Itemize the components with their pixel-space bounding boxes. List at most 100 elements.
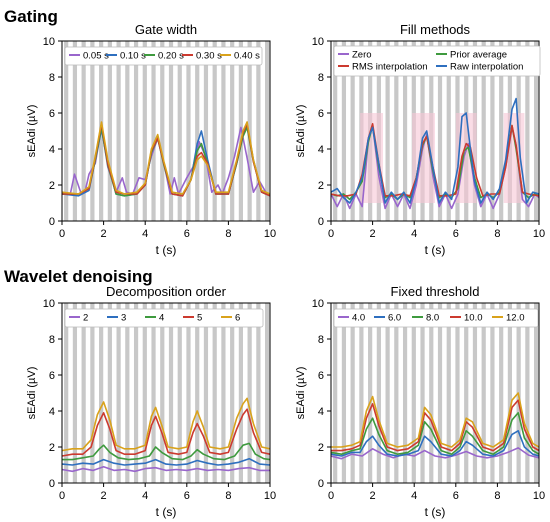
gating-stripe: [333, 303, 338, 483]
legend-label: 0.30 s: [196, 51, 222, 62]
legend-item: 10.0: [450, 313, 483, 324]
series-line-4: [331, 97, 539, 204]
gating-stripes: [64, 41, 270, 221]
x-tick-label: 6: [453, 490, 459, 502]
gating-stripe: [350, 41, 355, 221]
gating-stripe: [212, 41, 217, 221]
x-tick-label: 10: [533, 490, 545, 502]
gating-stripe: [72, 41, 78, 221]
series-line-4: [331, 399, 539, 452]
plot-frame: [61, 302, 271, 484]
x-tick-label: 4: [142, 228, 148, 240]
y-tick-label: 6: [318, 370, 324, 382]
x-axis-label: t (s): [425, 243, 446, 257]
y-tick-label: 0: [318, 478, 324, 490]
gating-stripe: [72, 303, 78, 483]
gating-stripe: [81, 41, 86, 221]
gating-stripe: [203, 41, 209, 221]
legend-item: RMS interpolation: [338, 62, 428, 73]
series-line-1: [331, 447, 539, 460]
gating-stripe: [420, 303, 425, 483]
gating-stripe: [368, 303, 373, 483]
x-tick-label: 8: [225, 228, 231, 240]
gating-stripe: [333, 41, 338, 221]
gating-stripe: [394, 303, 399, 483]
legend-label: 0.20 s: [158, 51, 184, 62]
gating-stripe: [99, 303, 104, 483]
gating-stripe: [195, 303, 200, 483]
gating-stripe: [472, 303, 478, 483]
y-tick-label: 4: [49, 406, 55, 418]
legend-label: 2: [83, 313, 88, 324]
legend: 0.05 s 0.10 s 0.20 s 0.30 s 0.40 s: [64, 46, 263, 66]
legend-box: [333, 45, 541, 77]
x-tick-label: 4: [411, 228, 417, 240]
gating-stripe: [385, 303, 390, 483]
legend-label: Prior average: [450, 50, 507, 61]
legend: 4.0 6.0 8.0 10.0 12.0: [333, 308, 539, 328]
y-tick-label: 4: [49, 144, 55, 156]
y-tick-label: 2: [49, 442, 55, 454]
gating-stripe: [490, 41, 495, 221]
gating-stripe: [534, 41, 539, 221]
legend-box: [64, 308, 264, 328]
gating-stripe: [177, 303, 182, 483]
y-tick-label: 8: [318, 334, 324, 346]
breath-band: [360, 113, 383, 203]
plot-frame: [61, 40, 271, 222]
gating-stripe: [385, 41, 390, 221]
legend-item: 6.0: [374, 313, 401, 324]
legend-label: 8.0: [426, 313, 439, 324]
section-title-wavelet: Wavelet denoising: [4, 267, 153, 286]
legend-label: 4.0: [352, 313, 365, 324]
legend-label: 12.0: [506, 313, 525, 324]
legend-item: 0.10 s: [106, 51, 146, 62]
legend: Zero Prior average RMS interpolation Raw in…: [333, 45, 541, 77]
y-axis-label: sEAdi (µV): [26, 367, 38, 420]
gating-stripe: [256, 303, 261, 483]
legend-label: 0.05 s: [83, 51, 109, 62]
legend-label: 6.0: [388, 313, 401, 324]
gating-stripe: [411, 303, 416, 483]
legend-item: 0.30 s: [182, 51, 222, 62]
gating-stripes: [64, 303, 270, 483]
x-tick-label: 0: [328, 228, 334, 240]
x-axis-label: t (s): [425, 505, 446, 519]
chart-title: Fill methods: [400, 22, 471, 37]
x-axis-label: t (s): [156, 243, 177, 257]
gating-stripe: [402, 41, 408, 221]
x-axis-label: t (s): [156, 505, 177, 519]
y-tick-label: 6: [49, 370, 55, 382]
series-lines: [331, 392, 539, 460]
x-tick-label: 6: [453, 228, 459, 240]
gating-stripe: [142, 303, 147, 483]
section-title-gating: Gating: [4, 7, 58, 26]
chart-panel-decomposition-order: 0 2 4 6 8 10 0 2 4 6 8 10 Decomposition order t (s) sE…: [26, 284, 276, 519]
legend-box: [64, 46, 263, 66]
y-tick-label: 0: [318, 216, 324, 228]
y-tick-label: 8: [318, 72, 324, 84]
series-line-3: [331, 411, 539, 456]
gating-stripe: [507, 303, 512, 483]
series-line-2: [62, 457, 270, 466]
gating-stripe: [534, 303, 539, 483]
series-line-5: [62, 121, 270, 195]
series-line-3: [62, 442, 270, 461]
legend-item: 0.05 s: [69, 51, 109, 62]
legend-label: 10.0: [464, 313, 483, 324]
gating-stripe: [341, 41, 347, 221]
series-line-4: [62, 408, 270, 457]
gating-stripe: [464, 303, 469, 483]
y-tick-label: 4: [318, 406, 324, 418]
gating-stripe: [481, 41, 486, 221]
legend: 2 3 4 5 6: [64, 308, 264, 328]
gating-stripe: [177, 41, 182, 221]
chart-title: Decomposition order: [106, 284, 227, 299]
gating-stripe: [490, 303, 495, 483]
y-tick-label: 10: [43, 36, 55, 48]
gating-stripe: [247, 303, 252, 483]
gating-stripe: [341, 303, 347, 483]
gating-stripe: [107, 41, 112, 221]
gating-stripe: [525, 41, 530, 221]
